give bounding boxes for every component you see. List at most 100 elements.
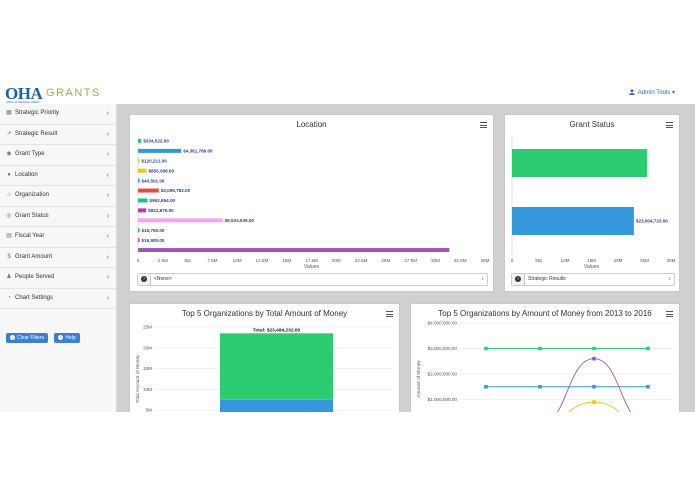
location-bar: [138, 238, 140, 243]
chevron-left-icon: ‹: [106, 253, 109, 261]
sidebar-item-strategic-result[interactable]: ↗ Strategic Result ‹: [0, 125, 116, 145]
strategic-priority-icon: ▦: [6, 110, 12, 116]
clear-filters-button[interactable]: × Clear Filters: [6, 333, 48, 343]
location-data-label: $962,654.00: [150, 198, 176, 203]
grant-type-icon: ◉: [6, 151, 12, 157]
top5-y-axis-label: Total Amount of Money: [135, 354, 141, 403]
grant-status-bar: [512, 149, 648, 177]
sidebar-item-label: Location: [15, 171, 38, 178]
by-year-point: [646, 384, 650, 389]
location-bar: [138, 208, 147, 213]
sidebar-item-strategic-priority[interactable]: ▦ Strategic Priority ‹: [0, 104, 116, 125]
location-menu-icon[interactable]: [480, 122, 487, 130]
location-select-arrow-icon: ↕: [481, 276, 485, 282]
help-button[interactable]: ? Help: [54, 333, 80, 343]
location-bar: [138, 218, 223, 223]
location-bar: [138, 148, 182, 153]
by-year-point: [592, 346, 596, 351]
location-x-tick: 12.5M: [256, 258, 269, 263]
location-data-label: $2,095,782.00: [161, 188, 191, 193]
sidebar-item-label: Fiscal Year: [15, 233, 45, 239]
dashboard-area: Location $334,522.00 $4,361,769.00 $120,21…: [117, 104, 695, 412]
location-data-label: $334,522.00: [143, 139, 169, 144]
location-x-tick: 5M: [184, 258, 191, 263]
top5-menu-icon[interactable]: [386, 311, 393, 319]
location-bar: [138, 158, 140, 163]
admin-tools-menu[interactable]: Admin Tools ▾: [628, 89, 675, 96]
sidebar-item-label: Grant Type: [15, 151, 45, 157]
top5-y-tick: 15M: [143, 366, 152, 371]
top5-by-year-chart: $1,000,000.00 $2,000,000.00 $3,000,000.00 $…: [416, 321, 673, 412]
location-data-label: $855,098.00: [148, 168, 174, 173]
chevron-left-icon: ‹: [106, 192, 109, 199]
location-data-label: $4,361,769.00: [183, 149, 213, 154]
people-icon: ♟: [6, 274, 12, 280]
location-x-tick: 30M: [431, 258, 440, 263]
location-select-help-icon: ?: [138, 274, 151, 285]
chevron-left-icon: ‹: [106, 212, 109, 220]
location-select[interactable]: ? <None> ↕: [137, 273, 488, 286]
chevron-left-icon: ‹: [106, 171, 109, 179]
sidebar-item-label: Chart Settings: [15, 294, 54, 301]
location-bar: [138, 138, 142, 143]
sidebar-item-people-served[interactable]: ♟ People Served ‹: [0, 268, 116, 289]
sidebar-item-label: Organization: [15, 192, 50, 198]
grant-status-select-value: Strategic Results: [528, 276, 566, 282]
grant-status-x-tick: 0: [511, 258, 514, 263]
sidebar-item-grant-type[interactable]: ◉ Grant Type ‹: [0, 145, 116, 166]
sidebar-item-grant-status[interactable]: ◎ Grant Status ‹: [0, 207, 116, 227]
grant-status-chart: $23,004,723.00 0 5M 10M 15M 20M 25M 30M Values: [511, 137, 676, 270]
location-x-tick: 7.5M: [207, 258, 217, 263]
by-year-y-tick: $4,000,000.00: [428, 321, 458, 326]
grant-status-x-axis-label: Values: [584, 264, 599, 270]
top5-y-tick: 25M: [143, 325, 152, 330]
by-year-point: [538, 384, 542, 389]
location-bar: [138, 178, 140, 183]
pie-chart-icon: ◔: [7, 294, 11, 301]
sidebar-item-organization[interactable]: ⌂ Organization ‹: [0, 186, 116, 207]
location-bar: [138, 198, 148, 203]
by-year-y-axis-label: Amount of Money: [416, 360, 422, 398]
top5-y-tick: 5M: [146, 408, 153, 412]
by-year-point: [484, 384, 488, 389]
location-x-axis-label: Values: [304, 264, 319, 270]
chevron-left-icon: ‹: [106, 110, 109, 117]
chevron-left-icon: ‹: [106, 294, 109, 302]
top5-stack-segment: [220, 333, 333, 400]
location-x-tick: 2.5M: [158, 258, 168, 263]
filter-sidebar: ▦ Strategic Priority ‹ ↗ Strategic Result ‹ ◉ G…: [0, 104, 117, 412]
grant-status-x-tick: 15M: [587, 258, 596, 263]
by-year-menu-icon[interactable]: [666, 311, 673, 319]
location-select-value: <None>: [154, 276, 172, 282]
location-data-label: $821,875.00: [148, 208, 174, 213]
location-data-label: $40,501.00: [142, 178, 165, 183]
location-data-label: $15,750.00: [142, 228, 165, 233]
by-year-y-tick: $2,000,000.00: [428, 372, 458, 377]
grant-status-menu-icon[interactable]: [666, 122, 673, 130]
sidebar-item-fiscal-year[interactable]: ▤ Fiscal Year ‹: [0, 227, 116, 248]
sidebar-item-location[interactable]: ● Location ‹: [0, 166, 116, 186]
clear-icon: ×: [10, 335, 15, 340]
logo-subtitle: Office of Hawaiian Affairs: [6, 100, 40, 104]
location-x-tick: 27.5M: [404, 258, 417, 263]
grant-status-select[interactable]: ? Strategic Results ↕: [511, 273, 675, 286]
help-icon: ?: [58, 335, 64, 340]
admin-tools-label: Admin Tools ▾: [637, 90, 675, 96]
sidebar-buttons: × Clear Filters ? Help: [6, 326, 82, 344]
sidebar-item-grant-amount[interactable]: $ Grant Amount ‹: [0, 248, 116, 268]
location-bar: [138, 168, 147, 173]
grant-status-x-tick: 20M: [614, 258, 623, 263]
by-year-series-line: [568, 401, 620, 412]
chevron-left-icon: ‹: [106, 130, 109, 138]
line-chart-icon: ↗: [6, 130, 12, 137]
sidebar-item-label: Strategic Result: [15, 130, 58, 137]
sidebar-item-label: Strategic Priority: [15, 110, 60, 116]
location-panel: Location $334,522.00 $4,361,769.00 $120,21…: [129, 114, 494, 292]
grant-status-x-tick: 25M: [640, 258, 649, 263]
top5-chart-title: Top 5 Organizations by Total Amount of M…: [181, 309, 348, 318]
by-year-chart-title: Top 5 Organizations by Amount of Money f…: [438, 309, 652, 318]
home-icon: ⌂: [7, 192, 11, 198]
location-chart: $334,522.00 $4,361,769.00 $120,211.00 $855,…: [137, 134, 490, 270]
location-x-tick: 20M: [332, 258, 341, 263]
sidebar-item-chart-settings[interactable]: ◔ Chart Settings ‹: [0, 289, 116, 309]
